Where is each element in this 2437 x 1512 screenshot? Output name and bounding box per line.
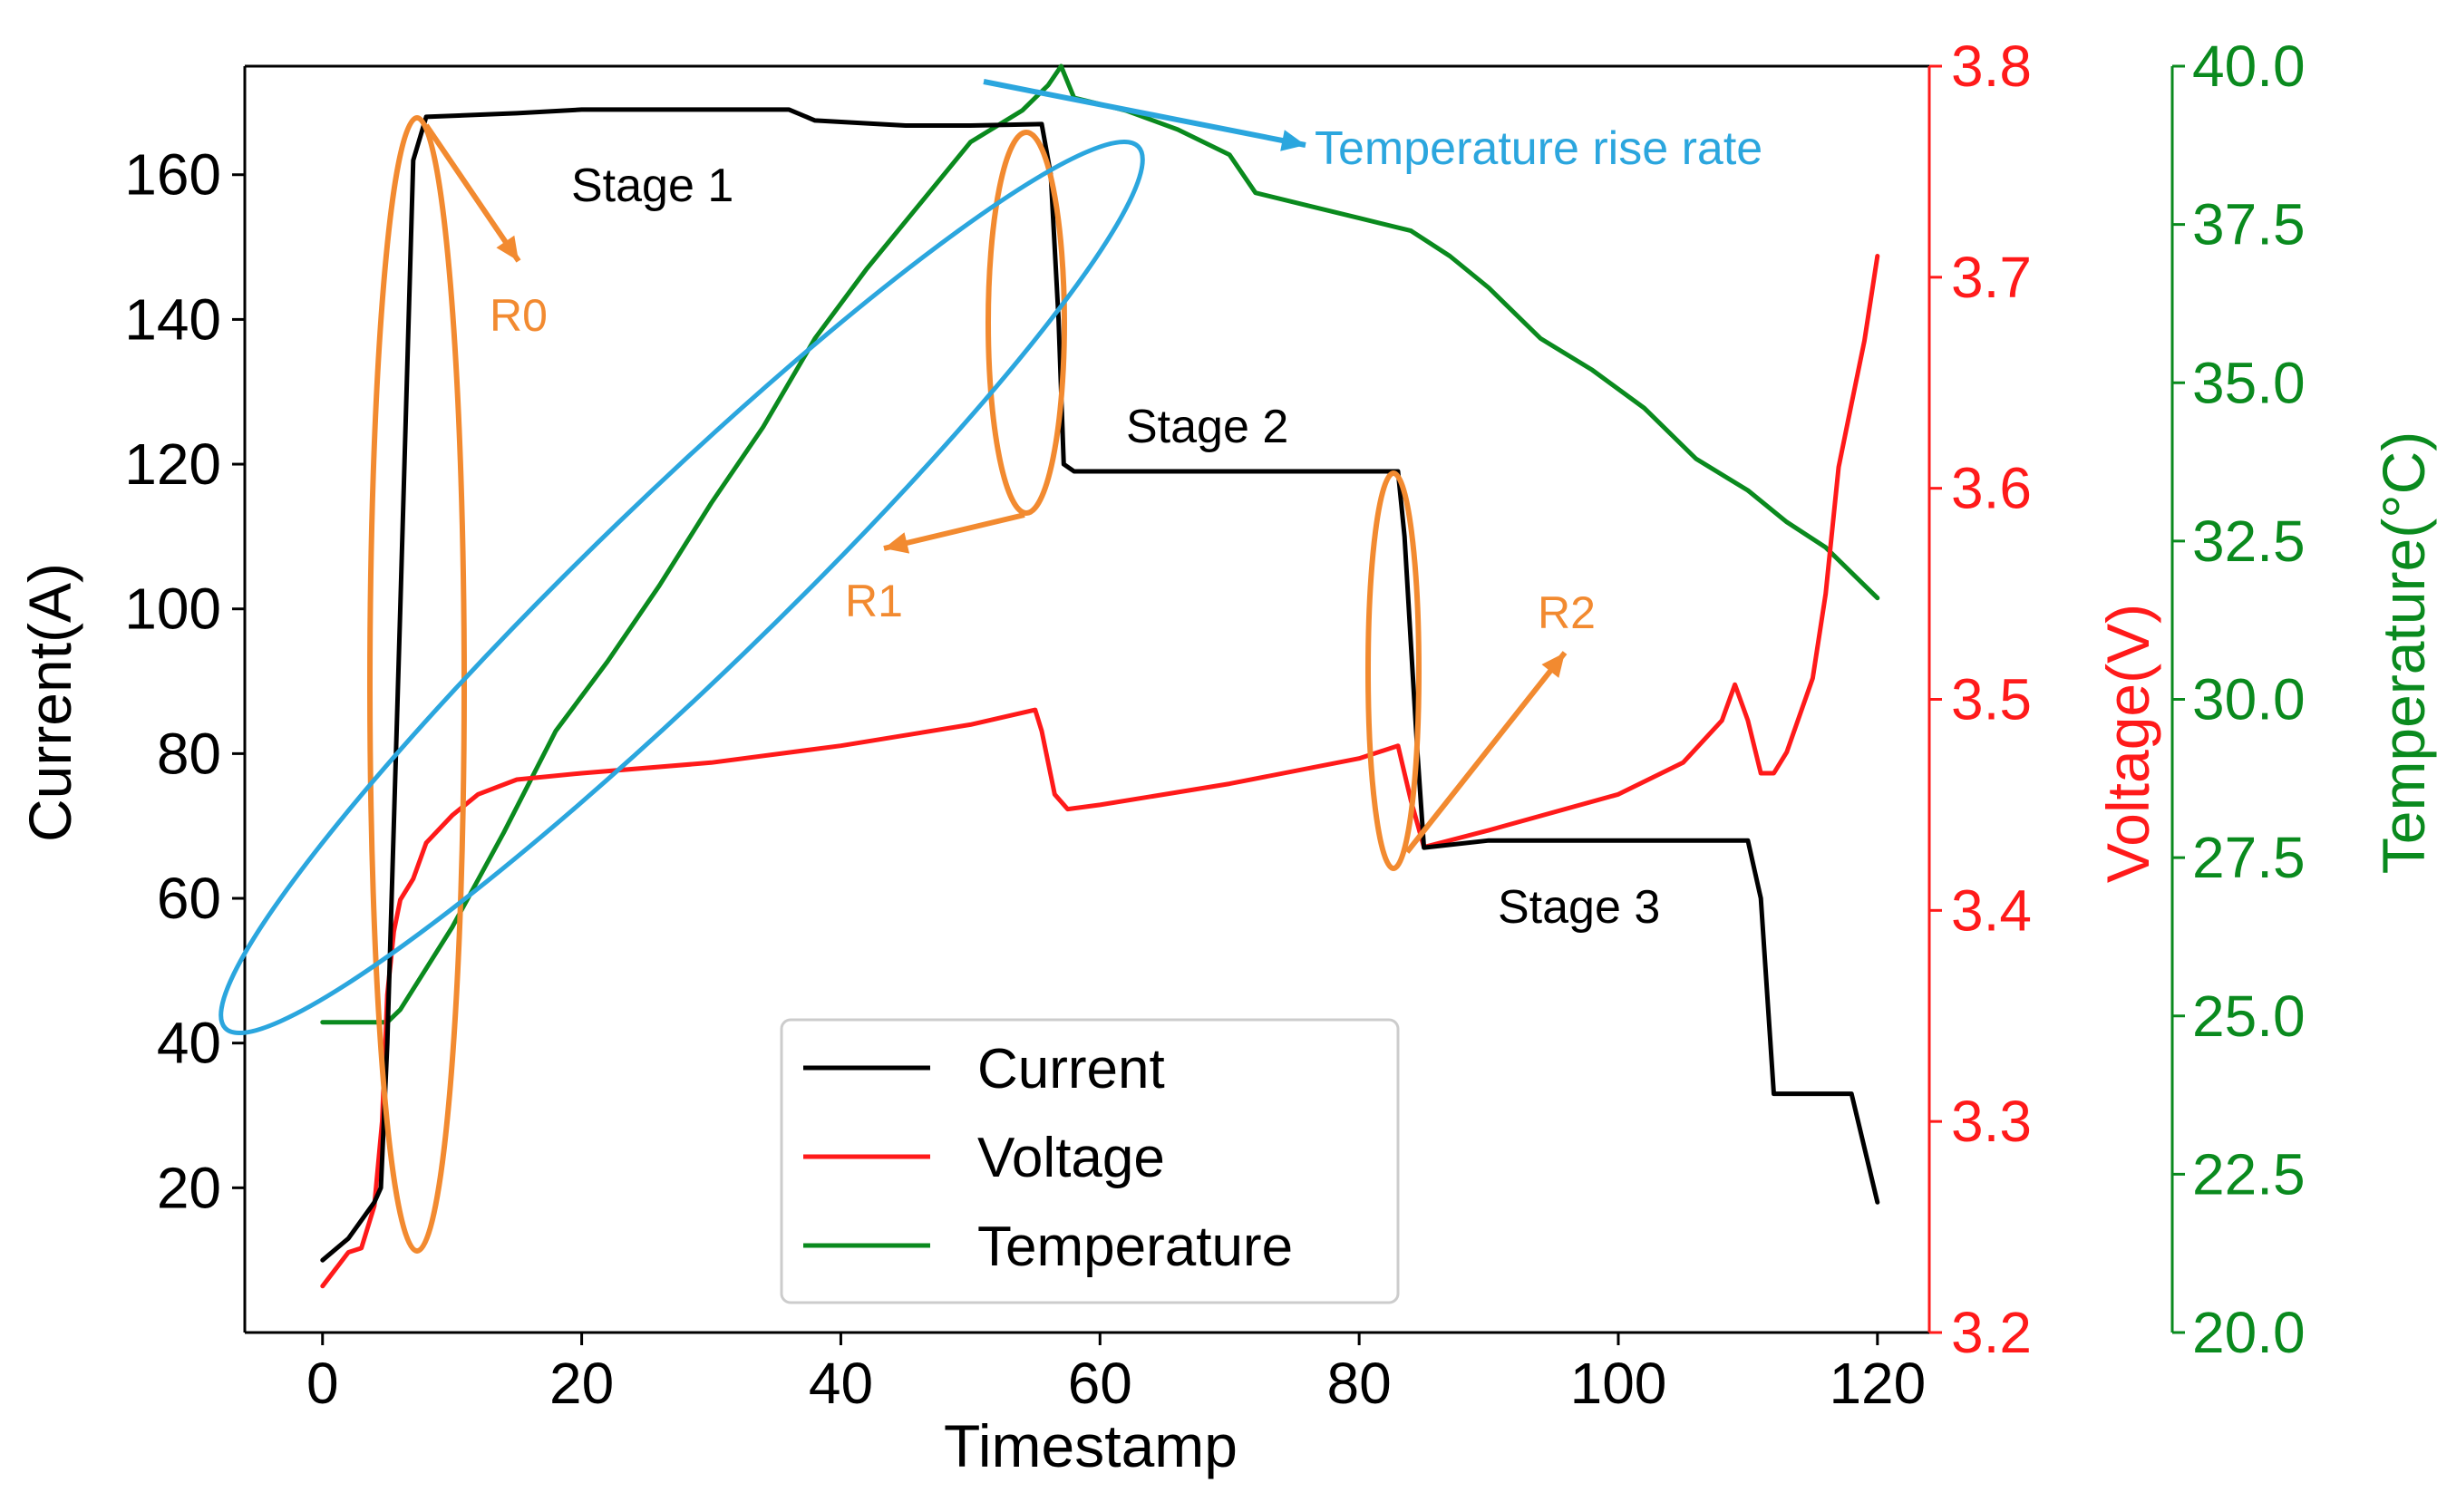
stage-3-label: Stage 3 (1498, 881, 1660, 934)
stage-2-label: Stage 2 (1126, 401, 1288, 453)
temperature-tick-label: 37.5 (2192, 192, 2306, 257)
current-tick-label: 120 (124, 431, 221, 497)
voltage-tick-label: 3.6 (1951, 456, 2032, 521)
x-axis-label: Timestamp (944, 1412, 1238, 1479)
r2-arrow-head (1541, 653, 1565, 678)
r1-arrow-shaft (883, 512, 1025, 551)
temperature-tick-label: 32.5 (2192, 509, 2306, 574)
r0-label: R0 (490, 290, 548, 341)
r2-arrow-shaft (1404, 651, 1568, 854)
voltage-tick-label: 3.5 (1951, 667, 2032, 732)
annotation-layer (218, 79, 1568, 1254)
x-tick-label: 100 (1570, 1351, 1667, 1416)
x-axis-ticks: 0 20 40 60 80 100 120 (306, 1333, 1926, 1416)
series-line-voltage (320, 254, 1880, 1289)
voltage-tick-label: 3.4 (1951, 877, 2032, 943)
temperature-tick-label: 20.0 (2192, 1300, 2306, 1365)
temperature-rise-arrow-shaft (983, 79, 1306, 148)
voltage-axis-label: Voltage(V) (2094, 604, 2161, 883)
current-tick-label: 100 (124, 577, 221, 642)
x-tick-label: 40 (809, 1351, 873, 1416)
temperature-tick-label: 22.5 (2192, 1141, 2306, 1207)
voltage-tick-label: 3.8 (1951, 34, 2032, 99)
x-tick-label: 0 (306, 1351, 339, 1416)
x-tick-label: 120 (1829, 1351, 1926, 1416)
legend-label-voltage: Voltage (977, 1127, 1165, 1189)
r1-arrow-head (884, 532, 910, 554)
current-tick-label: 60 (157, 866, 221, 931)
x-tick-label: 20 (549, 1351, 614, 1416)
temperature-tick-label: 27.5 (2192, 825, 2306, 890)
series-line-temperature (320, 63, 1880, 1025)
current-axis-ticks: 20 40 60 80 100 120 140 160 (124, 142, 245, 1220)
temperature-rise-rate-label: Temperature rise rate (1315, 122, 1762, 175)
voltage-axis-ticks: 3.2 3.3 3.4 3.5 3.6 3.7 3.8 (1929, 34, 2032, 1365)
temperature-rise-ellipse (218, 139, 1145, 1036)
voltage-tick-label: 3.7 (1951, 245, 2032, 310)
current-tick-label: 20 (157, 1155, 221, 1220)
temperature-axis-label: Temperature(°C) (2370, 431, 2437, 875)
temperature-tick-label: 35.0 (2192, 350, 2306, 415)
current-tick-label: 80 (157, 721, 221, 786)
r1-ellipse (985, 130, 1067, 516)
current-tick-label: 140 (124, 286, 221, 352)
r1-label: R1 (845, 576, 903, 626)
current-tick-label: 40 (157, 1011, 221, 1076)
legend-label-current: Current (977, 1038, 1165, 1100)
voltage-tick-label: 3.2 (1951, 1300, 2032, 1365)
current-tick-label: 160 (124, 142, 221, 208)
temperature-tick-label: 40.0 (2192, 34, 2306, 99)
voltage-tick-label: 3.3 (1951, 1089, 2032, 1154)
legend-label-temperature: Temperature (977, 1216, 1293, 1278)
r0-arrow-head (496, 235, 519, 261)
r0-ellipse (367, 115, 467, 1254)
temperature-tick-label: 25.0 (2192, 984, 2306, 1049)
temperature-tick-label: 30.0 (2192, 667, 2306, 732)
r0-arrow-shaft (423, 123, 521, 263)
legend: Current Voltage Temperature (780, 1018, 1400, 1304)
r2-label: R2 (1538, 587, 1596, 638)
r2-ellipse (1365, 470, 1422, 871)
current-axis-label: Current(A) (16, 563, 83, 842)
legend-box (780, 1018, 1400, 1304)
x-tick-label: 60 (1068, 1351, 1132, 1416)
stage-1-label: Stage 1 (571, 160, 733, 212)
x-tick-label: 80 (1327, 1351, 1392, 1416)
temperature-axis-ticks: 20.0 22.5 25.0 27.5 30.0 32.5 35.0 37.5 40.0 (2172, 34, 2306, 1365)
temperature-rise-arrow-head (1280, 130, 1306, 151)
